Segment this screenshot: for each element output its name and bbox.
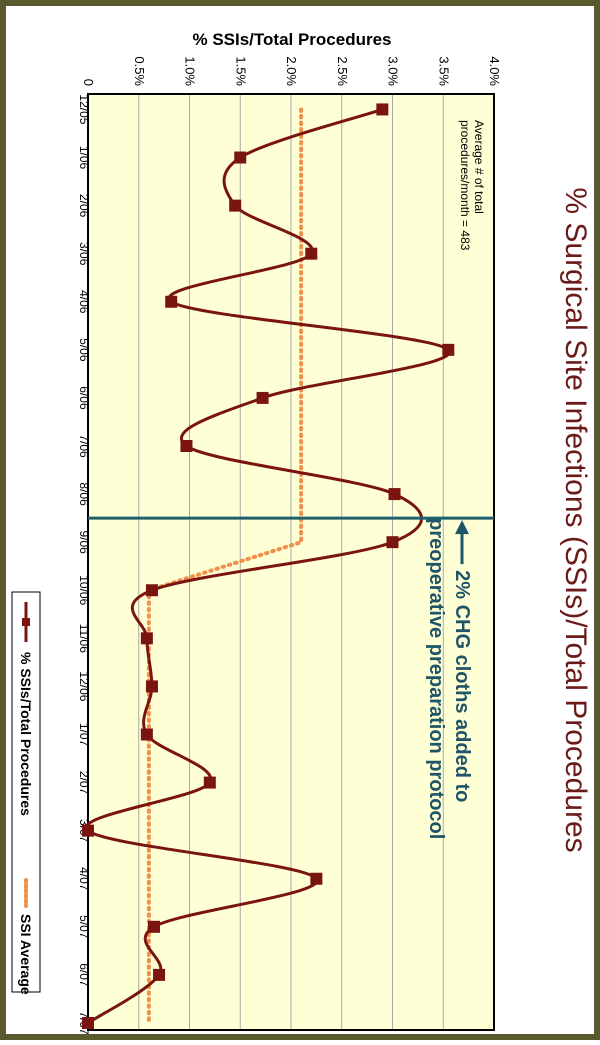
data-point: [153, 968, 166, 981]
legend-box: [11, 591, 41, 993]
x-tick-label: 1/06: [77, 146, 91, 170]
chart-title: % Surgical Site Infections (SSIs)/Total …: [559, 187, 592, 852]
x-tick-label: 7/06: [77, 434, 91, 458]
x-tick-group: 4/06: [77, 290, 91, 314]
x-tick-label: 1/07: [77, 723, 91, 747]
y-tick-label: 2.0%: [284, 56, 299, 86]
x-tick-group: 6/07: [77, 963, 91, 987]
x-tick-group: 5/07: [77, 915, 91, 939]
series-layer: [82, 103, 455, 1029]
y-tick-label: 3.5%: [436, 56, 451, 86]
x-tick-label: 2/06: [77, 194, 91, 218]
x-tick-group: 8/06: [77, 482, 91, 506]
legend-label-average-group: SSI Average: [18, 914, 34, 995]
plot-border: [87, 93, 495, 1031]
x-tick-label: 5/07: [77, 915, 91, 939]
event-label-line2: preoperative preparation protocol: [425, 518, 447, 839]
data-point: [234, 151, 247, 164]
x-tick-label: 3/06: [77, 242, 91, 266]
x-tick-label: 6/07: [77, 963, 91, 987]
y-axis-label: % SSIs/Total Procedures: [192, 30, 391, 49]
y-axis-label-group: % SSIs/Total Procedures: [192, 30, 391, 49]
data-point: [229, 199, 242, 212]
data-point: [165, 295, 178, 308]
x-tick-label: 2/07: [77, 771, 91, 795]
x-tick-group: 10/06: [77, 575, 91, 605]
x-tick-group: 12/06: [77, 671, 91, 701]
y-tick-label: 1.0%: [183, 56, 198, 86]
data-point: [305, 247, 318, 260]
legend-label-ssi-group: % SSIs/Total Procedures: [18, 652, 34, 816]
x-tick-label: 4/06: [77, 290, 91, 314]
y-tick-group: 1.0%: [183, 56, 198, 86]
x-tick-label: 5/06: [77, 338, 91, 362]
y-tick-group: 3.5%: [436, 56, 451, 86]
data-point: [256, 391, 269, 404]
data-point: [442, 343, 455, 356]
x-tick-group: 1/07: [77, 723, 91, 747]
event-label-line1: 2% CHG cloths added to: [451, 570, 473, 802]
x-tick-label: 12/05: [77, 94, 91, 124]
tick-labels: 0 0.5% 1.0% 1.5% 2.0% 2.5% 3.0% 3.5% 4.0% 12/05 1/…: [77, 56, 502, 1035]
y-tick-group: 1.5%: [233, 56, 248, 86]
legend-label-average: SSI Average: [18, 914, 34, 995]
procedures-note-line2: procedures/month = 483: [458, 120, 472, 251]
x-tick-group: 1/06: [77, 146, 91, 170]
data-point: [147, 920, 160, 933]
x-tick-group: 6/06: [77, 386, 91, 410]
data-point: [180, 440, 193, 453]
series-line-average: [146, 107, 304, 1025]
chart-title-group: % Surgical Site Infections (SSIs)/Total …: [559, 187, 592, 852]
data-point: [82, 1016, 94, 1029]
y-tick-group: 3.0%: [386, 56, 401, 86]
y-tick-group: 0: [81, 79, 96, 86]
y-tick-label: 0: [81, 79, 96, 86]
y-tick-label: 3.0%: [386, 56, 401, 86]
procedures-note-group: Average # of total procedures/month = 48…: [458, 120, 486, 251]
y-tick-label: 2.5%: [335, 56, 350, 86]
y-tick-group: 2.5%: [335, 56, 350, 86]
x-tick-label: 9/06: [77, 530, 91, 554]
y-tick-group: 4.0%: [487, 56, 502, 86]
x-tick-label: 4/07: [77, 867, 91, 891]
data-point: [140, 728, 153, 741]
y-tick-label: 1.5%: [233, 56, 248, 86]
x-tick-label: 12/06: [77, 671, 91, 701]
legend: % SSIs/Total Procedures SSI Average: [11, 591, 41, 995]
data-point: [376, 103, 389, 116]
x-tick-label: 11/06: [77, 624, 91, 653]
x-tick-group: 9/06: [77, 530, 91, 554]
x-tick-group: 3/06: [77, 242, 91, 266]
x-tick-group: 5/06: [77, 338, 91, 362]
x-tick-group: 4/07: [77, 867, 91, 891]
data-point: [386, 536, 399, 549]
y-tick-label: 4.0%: [487, 56, 502, 86]
x-tick-group: 2/06: [77, 194, 91, 218]
x-tick-group: 12/05: [77, 94, 91, 124]
data-point: [145, 680, 158, 693]
data-point: [203, 776, 216, 789]
x-tick-label: 8/06: [77, 482, 91, 506]
y-tick-label: 0.5%: [132, 56, 147, 86]
procedures-note-line1: Average # of total: [472, 120, 486, 214]
x-tick-group: 7/06: [77, 434, 91, 458]
y-tick-group: 0.5%: [132, 56, 147, 86]
data-point: [140, 632, 153, 645]
x-tick-label: 6/06: [77, 386, 91, 410]
x-tick-label: 10/06: [77, 575, 91, 605]
data-point: [145, 584, 158, 597]
data-point: [82, 824, 94, 837]
x-tick-group: 11/06: [77, 624, 91, 653]
data-point: [388, 488, 401, 501]
y-tick-group: 2.0%: [284, 56, 299, 86]
legend-label-ssi: % SSIs/Total Procedures: [18, 652, 34, 816]
event-arrow-head: [455, 520, 469, 535]
data-point: [310, 872, 323, 885]
x-tick-group: 2/07: [77, 771, 91, 795]
legend-marker-ssi: [22, 618, 30, 626]
